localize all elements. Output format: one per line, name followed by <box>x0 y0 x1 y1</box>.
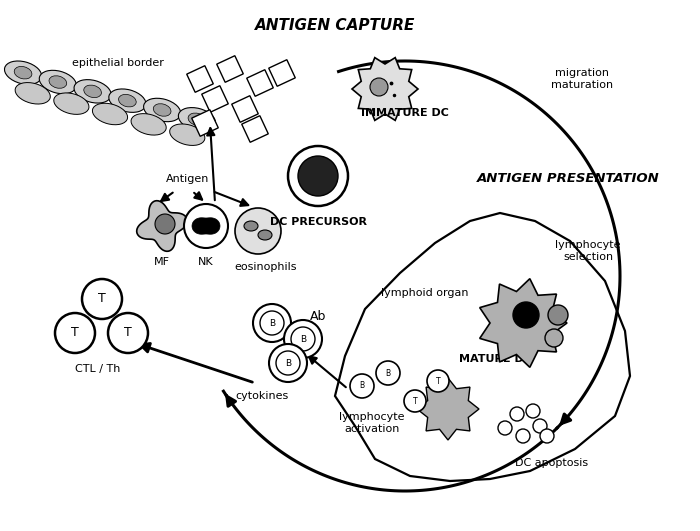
Polygon shape <box>187 66 214 92</box>
Text: lymphoid organ: lymphoid organ <box>382 288 469 298</box>
Text: CTL / Th: CTL / Th <box>76 364 120 374</box>
Circle shape <box>498 421 512 435</box>
Circle shape <box>55 313 95 353</box>
Circle shape <box>288 146 348 206</box>
Text: B: B <box>386 369 391 378</box>
Text: MATURE DC: MATURE DC <box>458 354 531 364</box>
Text: T: T <box>71 327 79 339</box>
Circle shape <box>545 329 563 347</box>
Circle shape <box>155 214 175 234</box>
Text: B: B <box>300 335 306 344</box>
Circle shape <box>376 361 400 385</box>
Circle shape <box>404 390 426 412</box>
Circle shape <box>82 279 122 319</box>
Circle shape <box>548 305 568 325</box>
Circle shape <box>510 407 524 421</box>
Text: epithelial border: epithelial border <box>72 58 164 68</box>
Circle shape <box>516 429 530 443</box>
Circle shape <box>235 208 281 254</box>
Circle shape <box>526 404 540 418</box>
Circle shape <box>370 78 388 96</box>
Ellipse shape <box>39 70 76 94</box>
Polygon shape <box>417 378 479 440</box>
Polygon shape <box>192 110 218 136</box>
Ellipse shape <box>14 66 32 79</box>
Text: eosinophils: eosinophils <box>234 262 298 272</box>
Text: T: T <box>435 376 440 386</box>
Polygon shape <box>217 56 244 82</box>
Text: B: B <box>269 319 275 328</box>
Ellipse shape <box>131 114 166 135</box>
Text: T: T <box>124 327 132 339</box>
Text: B: B <box>359 381 365 390</box>
Ellipse shape <box>108 89 146 113</box>
Text: T: T <box>98 293 106 305</box>
Ellipse shape <box>84 85 102 98</box>
Ellipse shape <box>258 230 272 240</box>
Text: T: T <box>413 397 417 406</box>
Circle shape <box>253 304 291 342</box>
Ellipse shape <box>54 93 89 114</box>
Ellipse shape <box>74 80 111 103</box>
Circle shape <box>276 351 300 375</box>
Polygon shape <box>480 279 567 367</box>
Ellipse shape <box>92 103 127 125</box>
Circle shape <box>291 327 315 351</box>
Ellipse shape <box>49 76 66 88</box>
Circle shape <box>298 156 338 196</box>
Text: migration
maturation: migration maturation <box>551 68 613 90</box>
Ellipse shape <box>169 124 205 145</box>
Text: Ab: Ab <box>310 310 326 322</box>
Polygon shape <box>232 96 258 122</box>
Ellipse shape <box>118 95 136 107</box>
Circle shape <box>533 419 547 433</box>
Circle shape <box>269 344 307 382</box>
Circle shape <box>260 311 284 335</box>
Text: Antigen: Antigen <box>167 174 210 184</box>
Text: NK: NK <box>198 257 214 267</box>
Circle shape <box>513 302 539 328</box>
Text: DC PRECURSOR: DC PRECURSOR <box>270 217 367 227</box>
Circle shape <box>540 429 554 443</box>
Circle shape <box>427 370 449 392</box>
Text: lymphocyte
selection: lymphocyte selection <box>555 240 621 262</box>
Ellipse shape <box>153 104 171 116</box>
Circle shape <box>184 204 228 248</box>
Polygon shape <box>269 59 295 87</box>
Polygon shape <box>241 116 268 142</box>
Ellipse shape <box>15 82 50 104</box>
Text: MF: MF <box>154 257 170 267</box>
Text: B: B <box>285 358 291 367</box>
Ellipse shape <box>244 221 258 231</box>
Ellipse shape <box>144 98 181 122</box>
Polygon shape <box>192 218 220 234</box>
Text: cytokines: cytokines <box>235 391 288 401</box>
Text: DC apoptosis: DC apoptosis <box>515 458 589 468</box>
Ellipse shape <box>178 108 216 131</box>
Polygon shape <box>246 70 273 96</box>
Circle shape <box>350 374 374 398</box>
Text: lymphocyte
activation: lymphocyte activation <box>340 412 405 434</box>
Polygon shape <box>352 58 418 121</box>
Text: ANTIGEN CAPTURE: ANTIGEN CAPTURE <box>255 19 415 33</box>
Circle shape <box>108 313 148 353</box>
Polygon shape <box>202 85 228 112</box>
Circle shape <box>284 320 322 358</box>
Text: IMMATURE DC: IMMATURE DC <box>361 108 449 118</box>
Text: ANTIGEN PRESENTATION: ANTIGEN PRESENTATION <box>477 173 659 185</box>
Polygon shape <box>136 201 188 251</box>
Polygon shape <box>335 213 630 481</box>
Ellipse shape <box>4 61 41 84</box>
Ellipse shape <box>188 113 206 125</box>
